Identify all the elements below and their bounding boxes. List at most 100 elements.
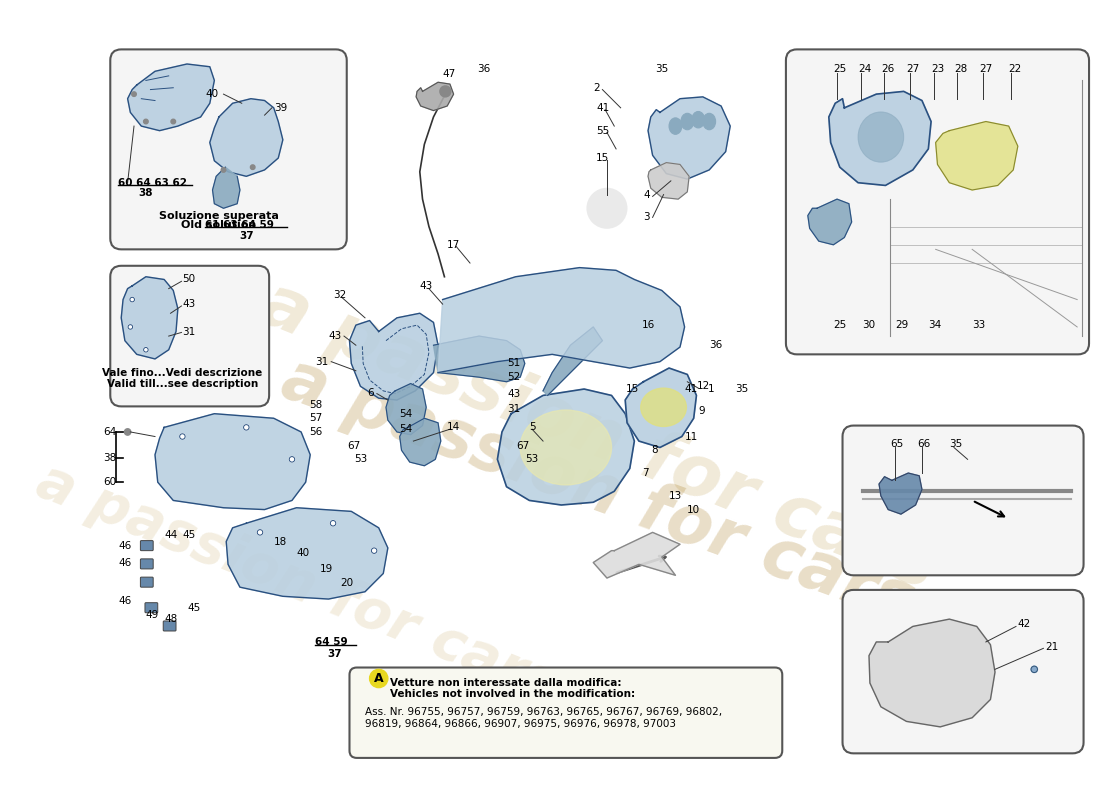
Text: 25: 25 xyxy=(834,65,847,74)
Polygon shape xyxy=(648,97,730,179)
Text: 8: 8 xyxy=(651,446,658,455)
Text: 60: 60 xyxy=(103,477,117,487)
Text: 28: 28 xyxy=(954,65,967,74)
Text: 43: 43 xyxy=(183,299,196,309)
Text: A: A xyxy=(374,672,384,685)
Text: 57: 57 xyxy=(309,414,322,423)
Text: 61 63 64 59: 61 63 64 59 xyxy=(206,220,274,230)
Ellipse shape xyxy=(858,112,904,162)
Text: a passion for cars: a passion for cars xyxy=(273,346,923,637)
Text: 40: 40 xyxy=(297,548,310,558)
Text: 11: 11 xyxy=(684,431,697,442)
Text: 96819, 96864, 96866, 96907, 96975, 96976, 96978, 97003: 96819, 96864, 96866, 96907, 96975, 96976… xyxy=(365,719,676,729)
Polygon shape xyxy=(399,418,441,466)
Text: 2: 2 xyxy=(593,82,600,93)
Circle shape xyxy=(124,429,131,435)
Text: 36: 36 xyxy=(477,65,491,74)
Polygon shape xyxy=(807,199,851,245)
Ellipse shape xyxy=(640,388,686,426)
Text: 19: 19 xyxy=(319,564,332,574)
Polygon shape xyxy=(350,314,438,400)
Text: 15: 15 xyxy=(596,153,609,163)
Text: 35: 35 xyxy=(949,439,962,449)
FancyBboxPatch shape xyxy=(110,266,270,406)
Polygon shape xyxy=(121,277,178,359)
Text: 46: 46 xyxy=(119,558,132,567)
Polygon shape xyxy=(625,368,696,447)
Polygon shape xyxy=(128,64,214,130)
Text: 15: 15 xyxy=(626,384,639,394)
Text: a passion for cars: a passion for cars xyxy=(250,269,946,604)
Text: 55: 55 xyxy=(596,126,609,136)
Text: 49: 49 xyxy=(146,610,160,619)
Text: Vehicles not involved in the modification:: Vehicles not involved in the modificatio… xyxy=(389,689,635,699)
Polygon shape xyxy=(438,268,684,373)
Ellipse shape xyxy=(520,410,612,485)
Text: 47: 47 xyxy=(442,69,455,79)
Polygon shape xyxy=(433,336,525,382)
Text: 27: 27 xyxy=(979,65,992,74)
Text: 54: 54 xyxy=(399,424,412,434)
Text: 21: 21 xyxy=(1045,642,1058,651)
Text: 64 59: 64 59 xyxy=(315,637,348,647)
Text: 4: 4 xyxy=(644,190,650,199)
Text: 37: 37 xyxy=(239,230,254,241)
Text: 16: 16 xyxy=(641,320,654,330)
FancyBboxPatch shape xyxy=(843,590,1084,754)
Text: Soluzione superata: Soluzione superata xyxy=(160,210,279,221)
Text: 35: 35 xyxy=(735,384,748,394)
Text: 43: 43 xyxy=(507,389,520,398)
Circle shape xyxy=(132,92,136,97)
Text: 23: 23 xyxy=(931,65,944,74)
Text: 22: 22 xyxy=(1009,65,1022,74)
Text: a passion for cars: a passion for cars xyxy=(29,454,564,712)
Text: 31: 31 xyxy=(507,404,520,414)
Text: 54: 54 xyxy=(399,409,412,418)
Text: 38: 38 xyxy=(139,188,153,198)
FancyBboxPatch shape xyxy=(145,602,157,613)
Circle shape xyxy=(128,325,133,330)
FancyBboxPatch shape xyxy=(785,50,1089,354)
FancyBboxPatch shape xyxy=(141,541,153,550)
Polygon shape xyxy=(879,473,922,514)
Text: 48: 48 xyxy=(164,614,177,624)
Text: 50: 50 xyxy=(183,274,196,285)
Text: 67: 67 xyxy=(348,441,361,450)
Polygon shape xyxy=(497,389,635,505)
Circle shape xyxy=(144,119,148,124)
Circle shape xyxy=(440,86,451,97)
Ellipse shape xyxy=(681,114,694,130)
Text: 52: 52 xyxy=(507,372,520,382)
Polygon shape xyxy=(869,619,996,727)
FancyBboxPatch shape xyxy=(350,667,782,758)
Polygon shape xyxy=(593,532,680,578)
FancyBboxPatch shape xyxy=(163,621,176,631)
Text: 56: 56 xyxy=(309,427,322,437)
Text: 24: 24 xyxy=(858,65,871,74)
Text: 44: 44 xyxy=(164,530,177,540)
Text: 41: 41 xyxy=(596,103,609,113)
Text: Vale fino...Vedi descrizione: Vale fino...Vedi descrizione xyxy=(102,368,263,378)
Polygon shape xyxy=(210,98,283,176)
FancyBboxPatch shape xyxy=(141,559,153,569)
Text: 20: 20 xyxy=(340,578,353,588)
Text: 5: 5 xyxy=(529,422,536,432)
Polygon shape xyxy=(227,508,388,599)
Polygon shape xyxy=(386,383,426,434)
Circle shape xyxy=(144,347,148,352)
Text: 36: 36 xyxy=(710,340,723,350)
Text: 9: 9 xyxy=(698,406,705,416)
Text: 34: 34 xyxy=(928,320,942,330)
Text: 12: 12 xyxy=(696,382,710,391)
Text: 33: 33 xyxy=(972,320,986,330)
FancyBboxPatch shape xyxy=(110,50,346,250)
Polygon shape xyxy=(936,122,1018,190)
Text: 45: 45 xyxy=(183,530,196,540)
Text: 25: 25 xyxy=(834,320,847,330)
Circle shape xyxy=(130,298,134,302)
Text: 41: 41 xyxy=(684,384,697,394)
Polygon shape xyxy=(416,82,453,110)
Text: 46: 46 xyxy=(119,596,132,606)
Text: 39: 39 xyxy=(274,103,287,113)
Circle shape xyxy=(243,425,249,430)
